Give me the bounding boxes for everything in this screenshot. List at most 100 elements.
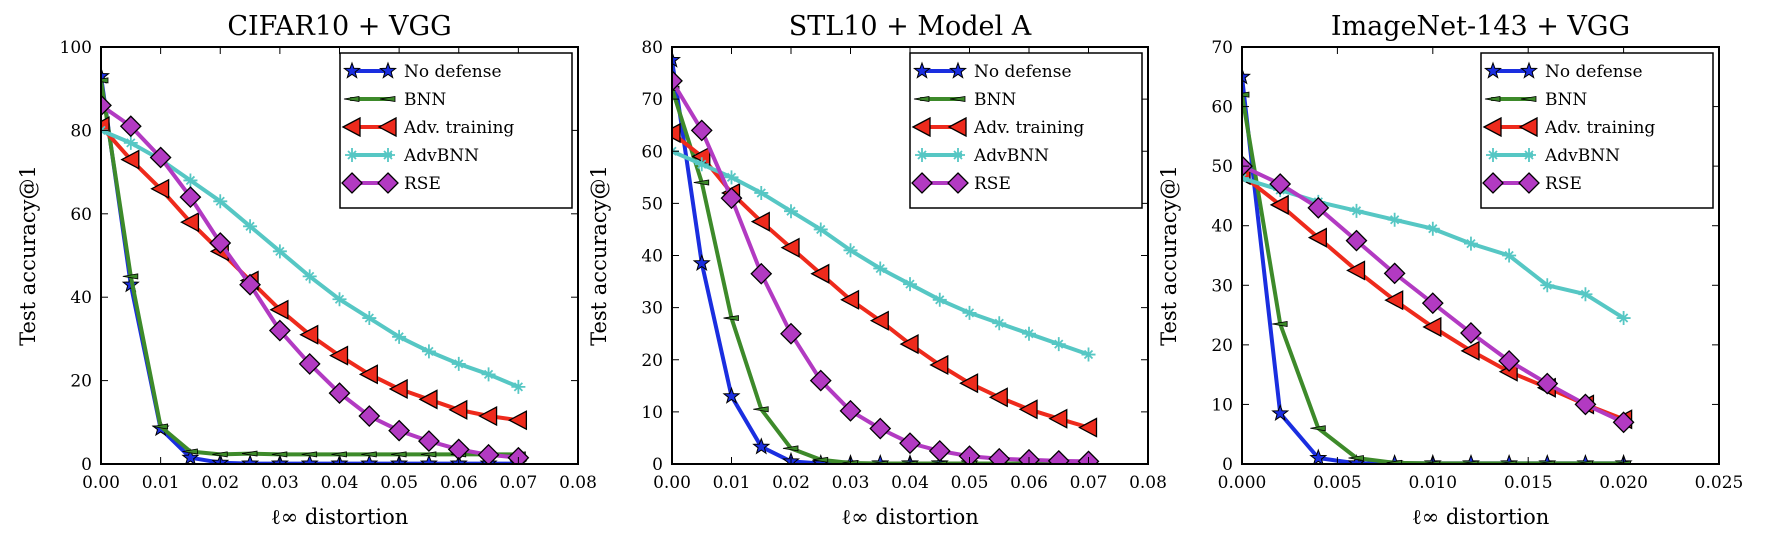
legend-label-adv-training: Adv. training <box>973 118 1084 138</box>
data-point-adv-training <box>478 405 498 427</box>
data-point-advbnn <box>1081 347 1096 362</box>
y-axis-label: Test accuracy@1 <box>16 165 40 346</box>
data-point-no-defense <box>672 50 681 68</box>
data-point-advbnn <box>754 185 769 200</box>
legend-marker-adv-training <box>1482 116 1502 138</box>
legend-marker-bnn <box>949 96 966 102</box>
legend-label-bnn: BNN <box>404 90 446 110</box>
data-point-rse <box>239 273 261 296</box>
data-point-no-defense <box>181 448 200 464</box>
legend-marker-rse <box>377 172 399 194</box>
data-point-rse <box>1460 322 1482 344</box>
x-tick-label: 0.08 <box>559 473 597 493</box>
x-axis-label: ℓ∞ distortion <box>1412 505 1550 529</box>
x-tick-label: 0.05 <box>951 473 989 493</box>
data-point-adv-training <box>780 237 800 258</box>
data-point-rse <box>1612 411 1635 434</box>
y-axis-label: Test accuracy@1 <box>587 165 611 346</box>
data-point-advbnn <box>1022 326 1036 341</box>
data-point-advbnn <box>1578 287 1593 302</box>
legend-label-advbnn: AdvBNN <box>1544 146 1620 166</box>
data-point-bnn <box>420 451 437 458</box>
legend: No defense BNN Adv. training AdvBNN RSE <box>909 52 1143 209</box>
data-point-adv-training <box>1269 194 1289 215</box>
x-tick-label: 0.01 <box>713 473 751 493</box>
legend-marker-adv-training <box>377 116 397 138</box>
data-point-adv-training <box>269 299 289 320</box>
data-point-bnn <box>1272 321 1288 327</box>
x-tick-label: 0.03 <box>832 473 870 493</box>
x-tick-label: 0.06 <box>440 473 478 493</box>
data-point-rse <box>1536 372 1559 395</box>
data-point-advbnn <box>392 329 407 344</box>
data-point-rse <box>418 430 440 452</box>
data-point-bnn <box>101 77 109 84</box>
chart-title: STL10 + Model A <box>789 11 1032 42</box>
data-point-advbnn <box>1425 221 1440 236</box>
y-tick-label: 40 <box>1211 217 1233 237</box>
data-point-rse <box>149 146 172 169</box>
legend: No defense BNN Adv. training AdvBNN RSE <box>1480 52 1714 209</box>
data-point-advbnn <box>1349 203 1364 218</box>
legend-marker-advbnn <box>345 148 359 162</box>
data-point-rse <box>869 417 892 440</box>
data-point-no-defense <box>419 454 438 464</box>
y-tick-label: 10 <box>1211 395 1233 415</box>
legend-marker-no-defense <box>913 61 931 79</box>
data-point-no-defense <box>722 386 741 404</box>
data-point-no-defense <box>300 454 319 464</box>
legend-label-advbnn: AdvBNN <box>403 146 479 166</box>
data-point-rse <box>1383 262 1406 285</box>
legend-marker-rse <box>1482 172 1504 194</box>
data-point-rse <box>298 353 321 375</box>
legend-marker-rse <box>947 172 969 194</box>
legend-label-rse: RSE <box>974 174 1011 194</box>
legend-marker-no-defense <box>379 61 397 79</box>
data-point-advbnn <box>784 204 798 219</box>
x-tick-label: 0.005 <box>1313 473 1362 493</box>
y-tick-label: 70 <box>1211 38 1233 58</box>
data-point-advbnn <box>962 305 977 320</box>
data-point-adv-training <box>1384 290 1404 311</box>
data-point-bnn <box>122 273 139 280</box>
data-point-no-defense <box>1242 67 1251 85</box>
x-tick-label: 0.02 <box>772 473 810 493</box>
data-point-rse <box>988 447 1011 464</box>
data-point-bnn <box>753 406 769 413</box>
x-axis-label: ℓ∞ distortion <box>271 505 409 529</box>
y-tick-label: 30 <box>641 299 663 319</box>
x-tick-label: 0.015 <box>1504 473 1553 493</box>
data-point-rse <box>119 115 142 138</box>
data-point-advbnn <box>1616 311 1631 326</box>
legend-marker-advbnn <box>381 148 395 162</box>
data-point-advbnn <box>1502 248 1517 263</box>
data-point-rse <box>328 382 351 405</box>
data-point-rse <box>839 399 862 422</box>
legend-marker-bnn <box>1484 96 1501 102</box>
y-tick-label: 20 <box>641 351 663 371</box>
data-point-advbnn <box>272 244 287 259</box>
data-point-adv-training <box>1307 227 1327 248</box>
data-point-advbnn <box>1051 337 1066 352</box>
x-tick-label: 0.03 <box>261 473 299 493</box>
data-point-bnn <box>331 451 347 458</box>
data-point-rse <box>268 319 291 342</box>
data-point-advbnn <box>843 243 858 258</box>
data-point-adv-training <box>329 345 349 366</box>
data-point-rse <box>1574 393 1597 416</box>
data-point-bnn <box>241 450 258 457</box>
y-tick-label: 0 <box>1222 455 1233 475</box>
legend-marker-bnn <box>913 96 930 102</box>
legend-label-bnn: BNN <box>1545 90 1587 110</box>
y-tick-label: 70 <box>641 90 663 110</box>
data-point-adv-training <box>1078 417 1098 438</box>
x-tick-label: 0.000 <box>1218 473 1267 493</box>
data-point-adv-training <box>899 334 919 355</box>
y-tick-label: 50 <box>641 194 663 214</box>
data-point-adv-training <box>1460 340 1480 361</box>
data-point-adv-training <box>448 399 468 420</box>
data-point-rse <box>1421 292 1444 315</box>
data-point-no-defense <box>1309 448 1328 464</box>
